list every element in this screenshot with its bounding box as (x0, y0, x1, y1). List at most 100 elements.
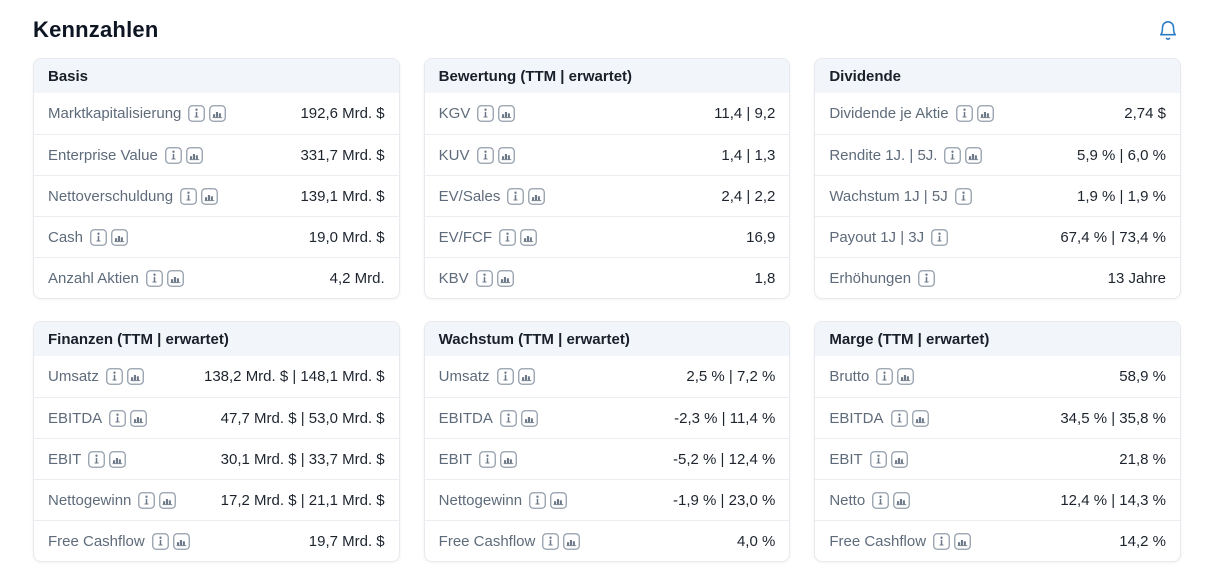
chart-icon[interactable] (520, 409, 538, 427)
info-icon[interactable] (542, 532, 560, 550)
info-icon[interactable] (188, 105, 206, 122)
metric-value: 1,8 (754, 269, 776, 287)
metric-label-wrap: Marktkapitalisierung (48, 105, 227, 122)
chart-icon[interactable] (172, 532, 190, 550)
bell-icon[interactable] (1155, 18, 1181, 44)
metric-value: 2,5 % | 7,2 % (686, 368, 776, 385)
metric-label: EV/FCF (438, 228, 492, 246)
info-icon[interactable] (944, 146, 962, 164)
info-icon[interactable] (138, 491, 156, 509)
metric-row: Umsatz 138,2 Mrd. $ | 148,1 Mrd. $ (34, 356, 399, 397)
chart-icon[interactable] (976, 105, 994, 122)
info-icon[interactable] (499, 228, 516, 246)
metric-value: 67,4 % | 73,4 % (1060, 228, 1166, 246)
metric-label-wrap: EV/FCF (439, 229, 537, 246)
metric-row: Wachstum 1J | 5J 1,9 % | 1,9 % (815, 175, 1180, 216)
metric-label: Nettoverschuldung (48, 187, 174, 205)
chart-icon[interactable] (126, 368, 144, 385)
info-icon[interactable] (90, 228, 107, 246)
info-icon[interactable] (890, 409, 908, 427)
metric-label: EBITDA (829, 409, 884, 427)
metric-label: EBIT (48, 450, 82, 468)
card-header: Marge (TTM | erwartet) (815, 322, 1180, 356)
card-header: Bewertung (TTM | erwartet) (424, 59, 790, 93)
chart-icon[interactable] (520, 228, 537, 246)
chart-icon[interactable] (159, 491, 177, 509)
info-icon[interactable] (88, 450, 106, 468)
metric-row: Dividende je Aktie 2,74 $ (815, 93, 1180, 134)
metric-value: 21,8 % (1119, 450, 1166, 468)
metric-row: EBIT 21,8 % (815, 438, 1180, 479)
metric-label: EV/Sales (438, 187, 501, 205)
metric-label-wrap: EBIT (48, 450, 127, 468)
metric-row: KBV 1,8 (424, 257, 790, 298)
metric-icons (164, 146, 203, 164)
chart-icon[interactable] (528, 187, 546, 205)
chart-icon[interactable] (897, 368, 915, 385)
card-body: Umsatz 2,5 % | 7,2 % EBITDA -2,3 % | 11,… (424, 356, 790, 561)
chart-icon[interactable] (550, 491, 567, 509)
info-icon[interactable] (496, 368, 514, 385)
metric-row: Free Cashflow 14,2 % (815, 520, 1180, 561)
card-header: Wachstum (TTM | erwartet) (424, 322, 790, 356)
chart-icon[interactable] (130, 409, 148, 427)
chart-icon[interactable] (954, 532, 971, 550)
info-icon[interactable] (146, 269, 163, 287)
chart-icon[interactable] (500, 450, 517, 468)
info-icon[interactable] (872, 491, 890, 509)
info-icon[interactable] (477, 105, 495, 122)
info-icon[interactable] (164, 146, 182, 164)
info-icon[interactable] (507, 187, 525, 205)
chart-icon[interactable] (201, 187, 218, 205)
chart-icon[interactable] (209, 105, 227, 122)
info-icon[interactable] (869, 450, 887, 468)
metric-row: Erhöhungen 13 Jahre (815, 257, 1180, 298)
info-icon[interactable] (529, 491, 546, 509)
metric-value: 331,7 Mrd. $ (300, 146, 385, 164)
chart-icon[interactable] (563, 532, 581, 550)
chart-icon[interactable] (965, 146, 983, 164)
chart-icon[interactable] (890, 450, 908, 468)
chart-icon[interactable] (517, 368, 535, 385)
chart-icon[interactable] (167, 269, 184, 287)
info-icon[interactable] (918, 269, 935, 287)
metric-label-wrap: EBIT (439, 451, 517, 468)
info-icon[interactable] (933, 532, 950, 550)
info-icon[interactable] (476, 146, 494, 164)
info-icon[interactable] (954, 187, 972, 205)
info-icon[interactable] (499, 409, 517, 427)
chart-icon[interactable] (497, 146, 515, 164)
info-icon[interactable] (475, 269, 493, 287)
card-marge: Marge (TTM | erwartet) Brutto 58,9 % EBI… (814, 321, 1181, 562)
chart-icon[interactable] (498, 105, 516, 122)
chart-icon[interactable] (911, 409, 929, 427)
metric-label: Rendite 1J. | 5J. (829, 146, 938, 164)
metric-value: 19,7 Mrd. $ (308, 532, 385, 550)
metric-icons (188, 105, 227, 122)
chart-icon[interactable] (496, 269, 514, 287)
metric-row: Rendite 1J. | 5J. 5,9 % | 6,0 % (815, 134, 1180, 175)
info-icon[interactable] (180, 187, 197, 205)
chart-icon[interactable] (893, 491, 911, 509)
metric-icons (109, 409, 148, 427)
info-icon[interactable] (955, 105, 973, 122)
metric-icons (475, 269, 514, 287)
metric-value: 2,4 | 2,2 (721, 187, 776, 205)
info-icon[interactable] (876, 368, 894, 385)
info-icon[interactable] (109, 409, 127, 427)
info-icon[interactable] (151, 532, 169, 550)
chart-icon[interactable] (185, 146, 203, 164)
chart-icon[interactable] (109, 450, 127, 468)
metric-label: Anzahl Aktien (48, 269, 139, 287)
metric-value: 30,1 Mrd. $ | 33,7 Mrd. $ (220, 450, 385, 468)
info-icon[interactable] (479, 450, 496, 468)
metric-label-wrap: KBV (439, 270, 514, 287)
info-icon[interactable] (931, 228, 949, 246)
metric-icons (955, 105, 994, 122)
metric-label: Wachstum 1J | 5J (829, 187, 948, 205)
info-icon[interactable] (105, 368, 123, 385)
metric-row: Nettoverschuldung 139,1 Mrd. $ (34, 175, 399, 216)
chart-icon[interactable] (111, 228, 128, 246)
metric-label: Payout 1J | 3J (829, 228, 925, 246)
metric-icons (918, 269, 935, 287)
